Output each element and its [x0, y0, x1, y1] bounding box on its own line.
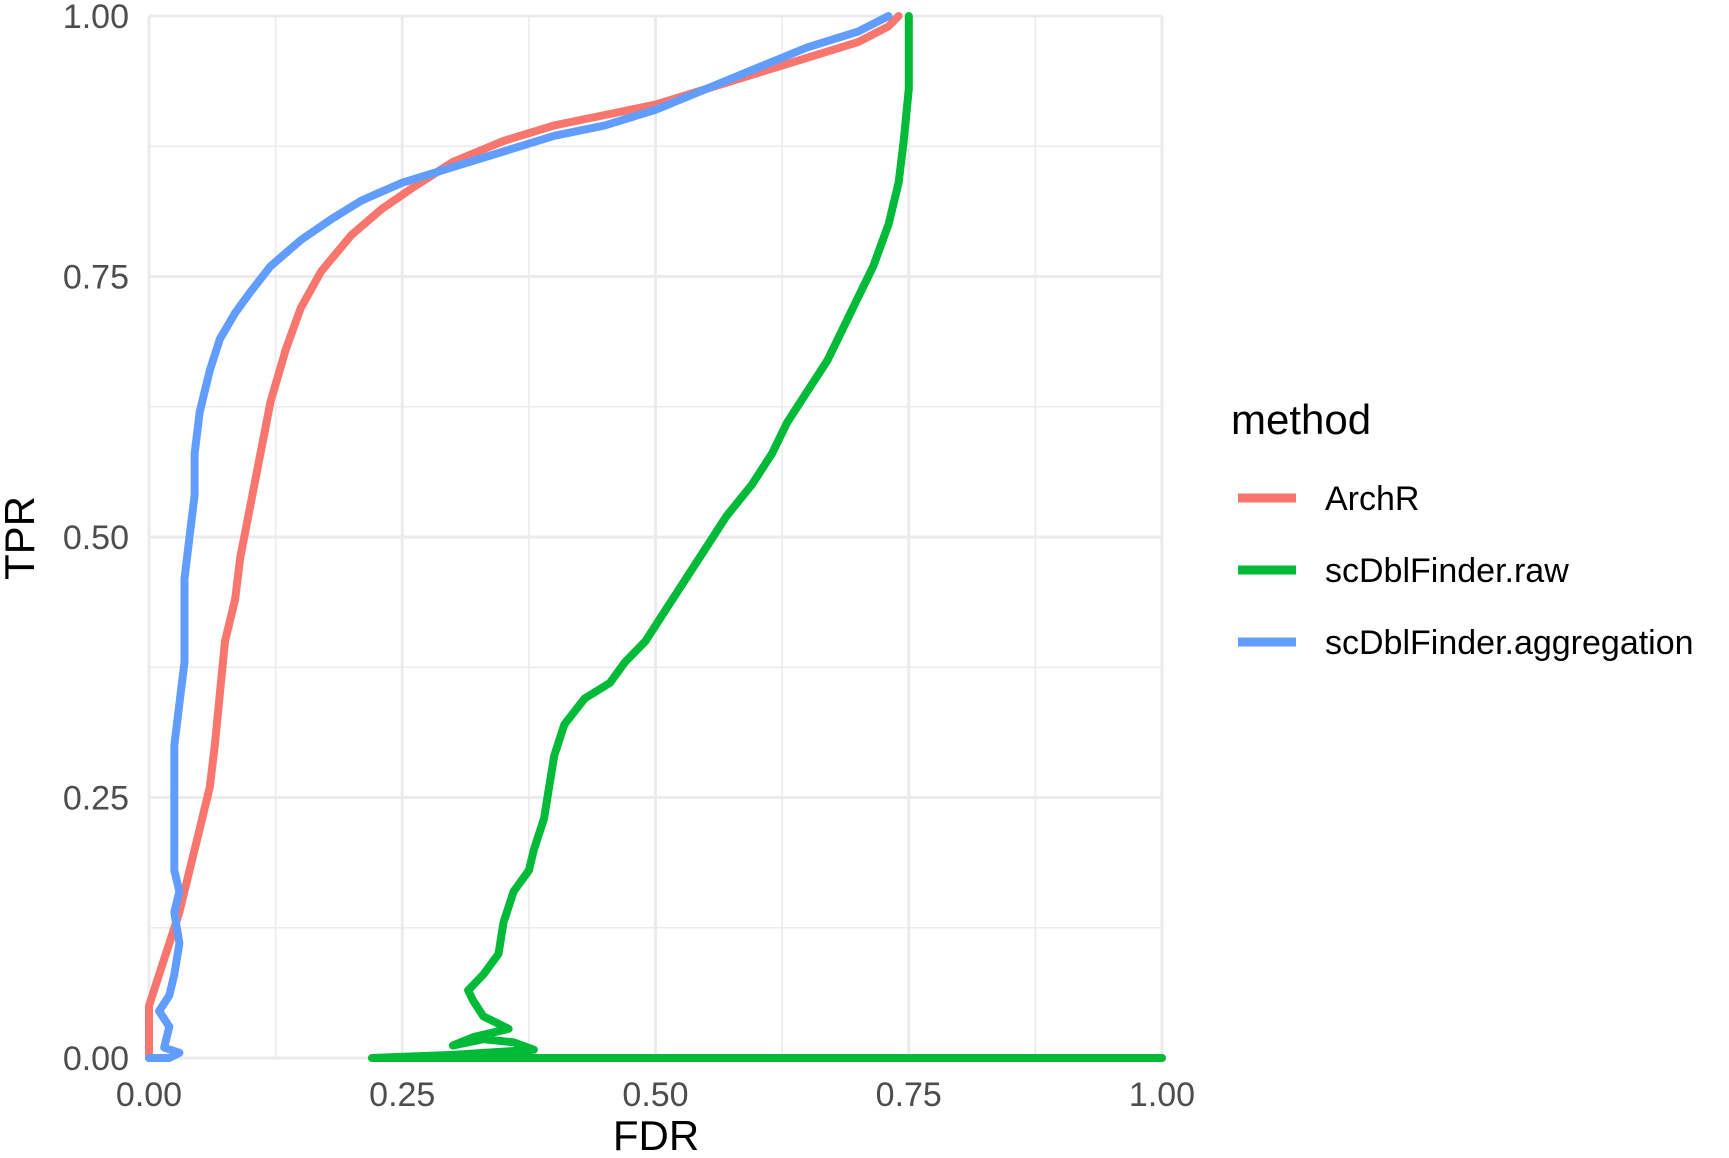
x-tick-label: 1.00 — [1129, 1076, 1195, 1114]
y-tick-label: 0.75 — [63, 259, 129, 297]
y-tick-label: 0.50 — [63, 519, 129, 557]
y-tick-label: 1.00 — [63, 0, 129, 36]
series-line-scdblfinder-raw — [367, 12, 1166, 1062]
legend-item-scdblfinder-aggregation: scDblFinder.aggregation — [1238, 624, 1694, 662]
y-tick-label: 0.00 — [63, 1040, 129, 1078]
legend-label: scDblFinder.raw — [1325, 552, 1569, 590]
legend-items: ArchR scDblFinder.raw scDblFinder.aggregat… — [1238, 480, 1694, 662]
legend-label: scDblFinder.aggregation — [1325, 624, 1694, 662]
y-axis: 0.00 0.25 0.50 0.75 1.00 — [63, 0, 129, 1078]
x-axis-title: FDR — [613, 1112, 699, 1158]
series-line-scdblfinder-aggregation — [145, 12, 893, 1062]
x-tick-label: 0.25 — [369, 1076, 435, 1114]
y-tick-label: 0.25 — [63, 780, 129, 818]
grid-layer — [147, 14, 1164, 1060]
legend-item-scdblfinder-raw: scDblFinder.raw — [1238, 552, 1569, 590]
x-tick-label: 0.75 — [876, 1076, 942, 1114]
series-layer — [145, 12, 1166, 1062]
x-tick-label: 0.00 — [116, 1076, 182, 1114]
legend-label: ArchR — [1325, 480, 1419, 518]
y-axis-title: TPR — [0, 496, 43, 580]
x-tick-label: 0.50 — [622, 1076, 688, 1114]
legend-title: method — [1231, 396, 1371, 443]
x-axis: 0.00 0.25 0.50 0.75 1.00 — [116, 1076, 1195, 1114]
legend: method ArchR scDblFinder.raw scDblFinder.a… — [1231, 396, 1694, 662]
legend-item-archr: ArchR — [1238, 480, 1419, 518]
